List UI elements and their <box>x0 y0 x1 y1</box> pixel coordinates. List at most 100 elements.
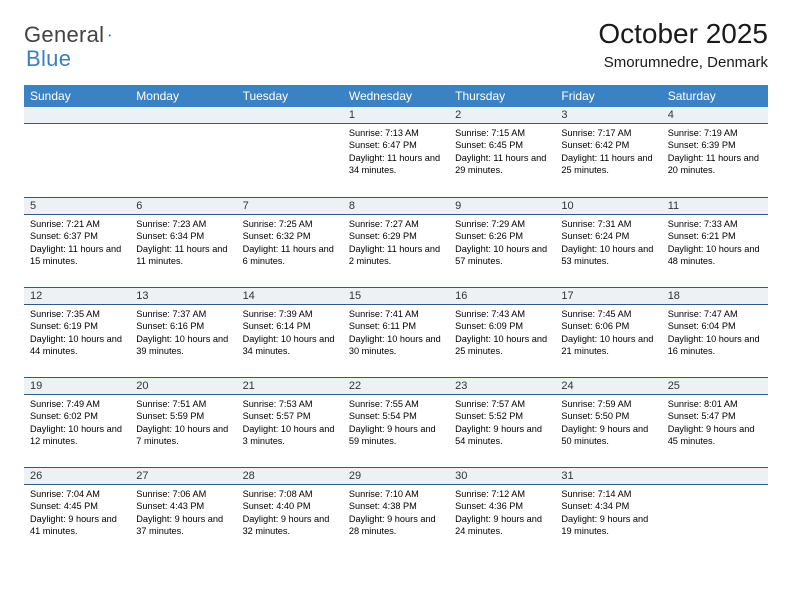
weekday-header: Tuesday <box>237 85 343 107</box>
calendar-cell: 23Sunrise: 7:57 AMSunset: 5:52 PMDayligh… <box>449 377 555 467</box>
daylight-text: Daylight: 9 hours and 54 minutes. <box>455 423 549 448</box>
header: General October 2025 Smorumnedre, Denmar… <box>24 18 768 71</box>
daylight-text: Daylight: 10 hours and 48 minutes. <box>668 243 762 268</box>
day-details: Sunrise: 7:17 AMSunset: 6:42 PMDaylight:… <box>555 124 661 181</box>
daylight-text: Daylight: 10 hours and 34 minutes. <box>243 333 337 358</box>
sunset-text: Sunset: 6:14 PM <box>243 320 337 332</box>
sunrise-text: Sunrise: 7:55 AM <box>349 398 443 410</box>
day-number: 20 <box>130 377 236 395</box>
sunset-text: Sunset: 6:19 PM <box>30 320 124 332</box>
daylight-text: Daylight: 9 hours and 24 minutes. <box>455 513 549 538</box>
daylight-text: Daylight: 11 hours and 6 minutes. <box>243 243 337 268</box>
day-details: Sunrise: 7:41 AMSunset: 6:11 PMDaylight:… <box>343 305 449 362</box>
calendar-week: 26Sunrise: 7:04 AMSunset: 4:45 PMDayligh… <box>24 467 768 557</box>
daylight-text: Daylight: 10 hours and 53 minutes. <box>561 243 655 268</box>
sunrise-text: Sunrise: 7:53 AM <box>243 398 337 410</box>
day-details: Sunrise: 7:55 AMSunset: 5:54 PMDaylight:… <box>343 395 449 452</box>
day-number: 21 <box>237 377 343 395</box>
weekday-header: Wednesday <box>343 85 449 107</box>
sunrise-text: Sunrise: 7:17 AM <box>561 127 655 139</box>
daylight-text: Daylight: 10 hours and 30 minutes. <box>349 333 443 358</box>
calendar-cell <box>24 107 130 197</box>
day-details: Sunrise: 7:10 AMSunset: 4:38 PMDaylight:… <box>343 485 449 542</box>
calendar-cell: 6Sunrise: 7:23 AMSunset: 6:34 PMDaylight… <box>130 197 236 287</box>
sunset-text: Sunset: 6:21 PM <box>668 230 762 242</box>
calendar-cell: 28Sunrise: 7:08 AMSunset: 4:40 PMDayligh… <box>237 467 343 557</box>
day-number <box>130 107 236 124</box>
calendar-table: SundayMondayTuesdayWednesdayThursdayFrid… <box>24 85 768 557</box>
day-number: 2 <box>449 107 555 124</box>
day-details: Sunrise: 7:23 AMSunset: 6:34 PMDaylight:… <box>130 215 236 272</box>
weekday-header: Sunday <box>24 85 130 107</box>
sunset-text: Sunset: 6:24 PM <box>561 230 655 242</box>
sunset-text: Sunset: 6:16 PM <box>136 320 230 332</box>
daylight-text: Daylight: 10 hours and 12 minutes. <box>30 423 124 448</box>
day-number: 31 <box>555 467 661 485</box>
calendar-cell: 5Sunrise: 7:21 AMSunset: 6:37 PMDaylight… <box>24 197 130 287</box>
day-number: 7 <box>237 197 343 215</box>
weekday-header: Thursday <box>449 85 555 107</box>
calendar-cell: 21Sunrise: 7:53 AMSunset: 5:57 PMDayligh… <box>237 377 343 467</box>
day-details: Sunrise: 7:14 AMSunset: 4:34 PMDaylight:… <box>555 485 661 542</box>
day-details: Sunrise: 7:59 AMSunset: 5:50 PMDaylight:… <box>555 395 661 452</box>
month-title: October 2025 <box>598 18 768 50</box>
daylight-text: Daylight: 10 hours and 25 minutes. <box>455 333 549 358</box>
day-number: 29 <box>343 467 449 485</box>
sunset-text: Sunset: 6:45 PM <box>455 139 549 151</box>
calendar-cell: 11 Sunrise: 7:33 AMSunset: 6:21 PMDayligh… <box>662 197 768 287</box>
day-number: 1 <box>343 107 449 124</box>
sunrise-text: Sunrise: 7:33 AM <box>668 218 762 230</box>
sunset-text: Sunset: 4:45 PM <box>30 500 124 512</box>
daylight-text: Daylight: 9 hours and 37 minutes. <box>136 513 230 538</box>
day-number <box>237 107 343 124</box>
day-details: Sunrise: 7:37 AMSunset: 6:16 PMDaylight:… <box>130 305 236 362</box>
sunset-text: Sunset: 6:39 PM <box>668 139 762 151</box>
day-number: 8 <box>343 197 449 215</box>
day-number: 28 <box>237 467 343 485</box>
sunrise-text: Sunrise: 7:08 AM <box>243 488 337 500</box>
day-number: 18 <box>662 287 768 305</box>
day-details: Sunrise: 7:49 AMSunset: 6:02 PMDaylight:… <box>24 395 130 452</box>
daylight-text: Daylight: 11 hours and 2 minutes. <box>349 243 443 268</box>
day-details: Sunrise: 7:35 AMSunset: 6:19 PMDaylight:… <box>24 305 130 362</box>
sunset-text: Sunset: 6:09 PM <box>455 320 549 332</box>
sunset-text: Sunset: 6:11 PM <box>349 320 443 332</box>
sunset-text: Sunset: 4:40 PM <box>243 500 337 512</box>
sunset-text: Sunset: 5:54 PM <box>349 410 443 422</box>
sunrise-text: Sunrise: 7:59 AM <box>561 398 655 410</box>
sunset-text: Sunset: 5:59 PM <box>136 410 230 422</box>
sunrise-text: Sunrise: 7:45 AM <box>561 308 655 320</box>
brand-name-blue-wrap: Blue <box>26 46 71 72</box>
day-number: 5 <box>24 197 130 215</box>
calendar-cell: 9Sunrise: 7:29 AMSunset: 6:26 PMDaylight… <box>449 197 555 287</box>
calendar-cell: 16Sunrise: 7:43 AMSunset: 6:09 PMDayligh… <box>449 287 555 377</box>
calendar-cell: 13Sunrise: 7:37 AMSunset: 6:16 PMDayligh… <box>130 287 236 377</box>
day-number <box>24 107 130 124</box>
calendar-cell: 20Sunrise: 7:51 AMSunset: 5:59 PMDayligh… <box>130 377 236 467</box>
sunrise-text: Sunrise: 7:13 AM <box>349 127 443 139</box>
calendar-cell: 22Sunrise: 7:55 AMSunset: 5:54 PMDayligh… <box>343 377 449 467</box>
daylight-text: Daylight: 9 hours and 28 minutes. <box>349 513 443 538</box>
daylight-text: Daylight: 10 hours and 7 minutes. <box>136 423 230 448</box>
calendar-cell: 31Sunrise: 7:14 AMSunset: 4:34 PMDayligh… <box>555 467 661 557</box>
sunrise-text: Sunrise: 7:25 AM <box>243 218 337 230</box>
day-details: Sunrise: 7:31 AMSunset: 6:24 PMDaylight:… <box>555 215 661 272</box>
day-number: 11 <box>662 197 768 215</box>
day-details: Sunrise: 7:43 AMSunset: 6:09 PMDaylight:… <box>449 305 555 362</box>
sunset-text: Sunset: 6:42 PM <box>561 139 655 151</box>
day-number: 9 <box>449 197 555 215</box>
calendar-cell: 17Sunrise: 7:45 AMSunset: 6:06 PMDayligh… <box>555 287 661 377</box>
day-details: Sunrise: 7:12 AMSunset: 4:36 PMDaylight:… <box>449 485 555 542</box>
sunrise-text: Sunrise: 7:41 AM <box>349 308 443 320</box>
sunrise-text: Sunrise: 7:31 AM <box>561 218 655 230</box>
day-details: Sunrise: 7:53 AMSunset: 5:57 PMDaylight:… <box>237 395 343 452</box>
daylight-text: Daylight: 11 hours and 11 minutes. <box>136 243 230 268</box>
sunset-text: Sunset: 4:34 PM <box>561 500 655 512</box>
sunset-text: Sunset: 6:37 PM <box>30 230 124 242</box>
sunrise-text: Sunrise: 7:04 AM <box>30 488 124 500</box>
calendar-body: 1Sunrise: 7:13 AMSunset: 6:47 PMDaylight… <box>24 107 768 557</box>
daylight-text: Daylight: 9 hours and 41 minutes. <box>30 513 124 538</box>
day-details: Sunrise: 7:15 AMSunset: 6:45 PMDaylight:… <box>449 124 555 181</box>
sunset-text: Sunset: 6:29 PM <box>349 230 443 242</box>
brand-name-left: General <box>24 22 104 48</box>
